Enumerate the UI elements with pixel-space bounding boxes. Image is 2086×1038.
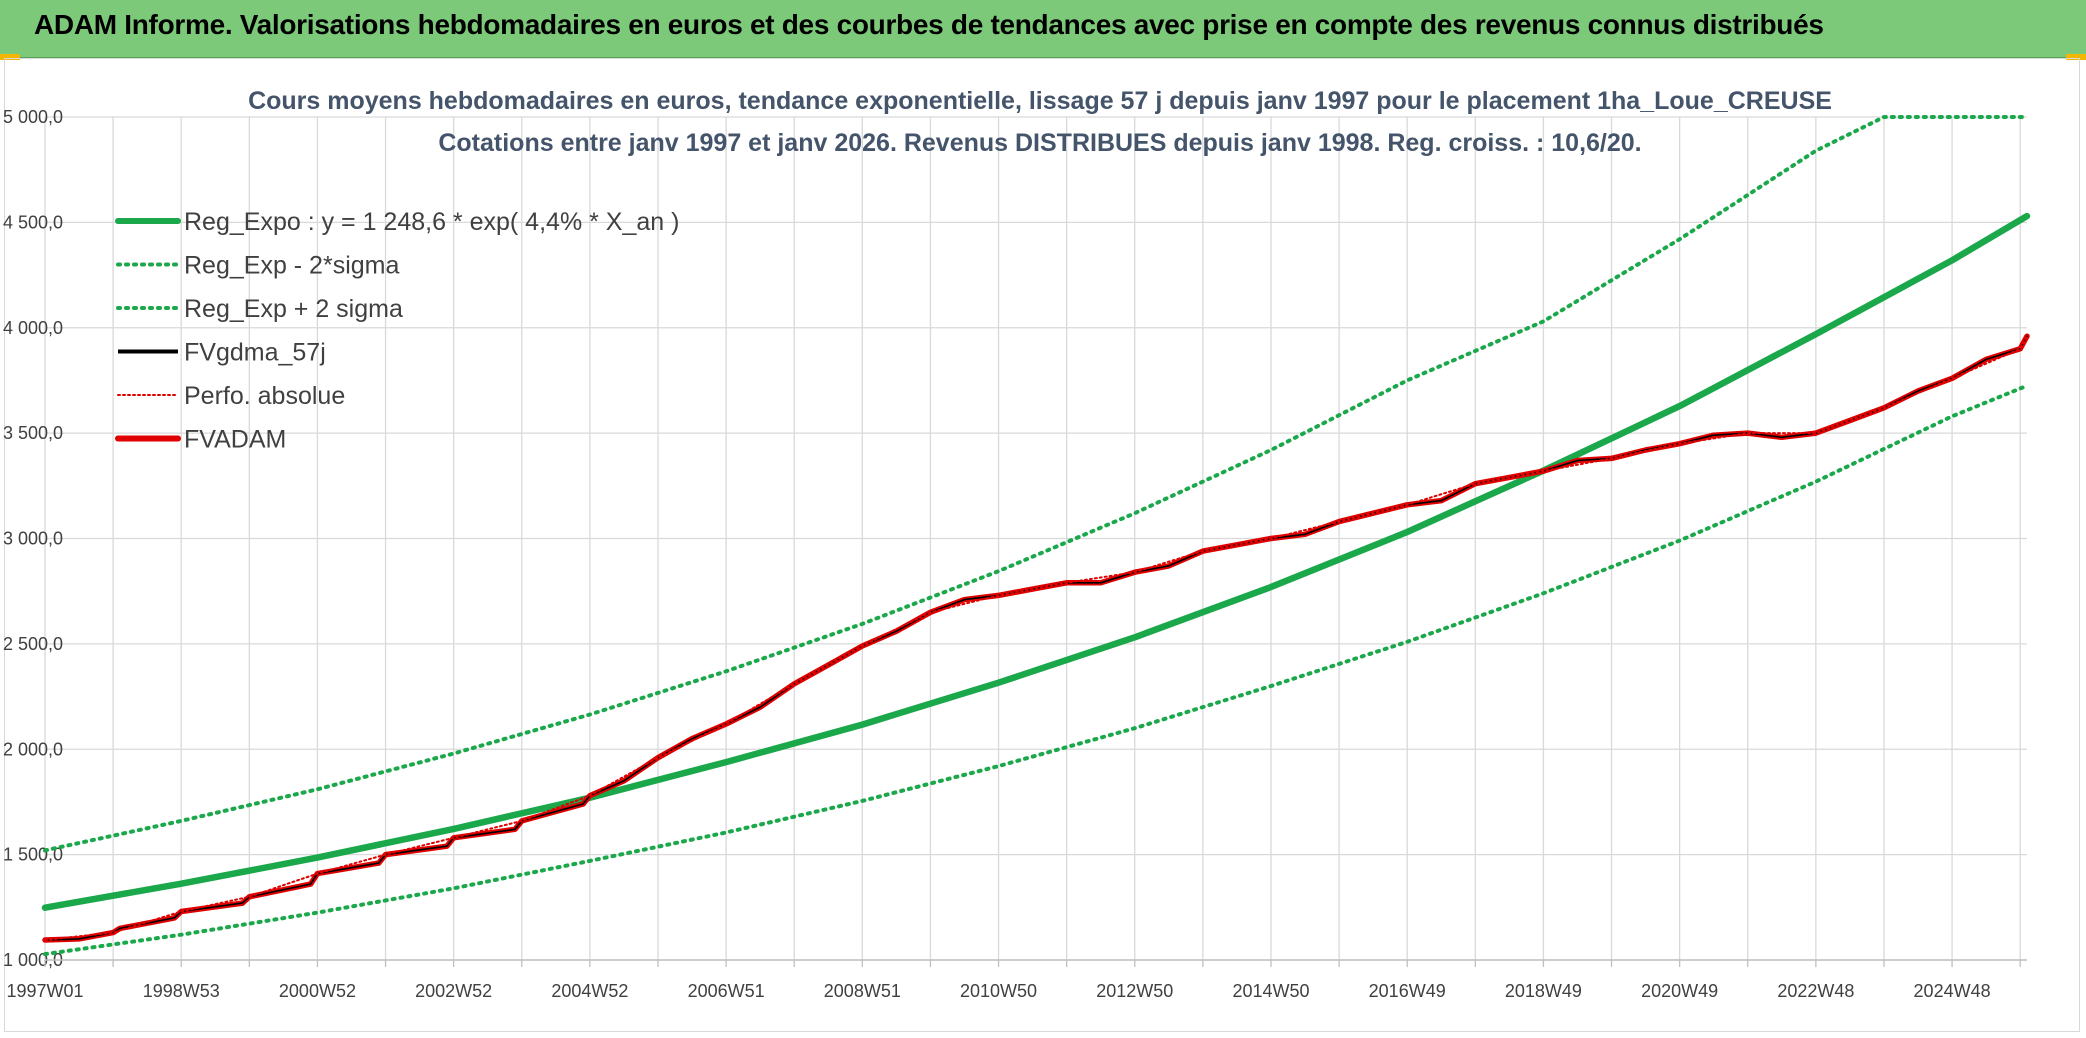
legend-label-reg_minus: Reg_Exp - 2*sigma xyxy=(184,252,399,280)
x-tick-label: 2016W49 xyxy=(1369,981,1446,1001)
x-tick-label: 2018W49 xyxy=(1505,981,1582,1001)
chart-title-line-1: Cours moyens hebdomadaires en euros, ten… xyxy=(248,87,1832,115)
series-line-reg-expo xyxy=(41,212,2031,911)
legend-label-perfo: Perfo. absolue xyxy=(184,382,345,410)
y-tick-label: 5 000,0 xyxy=(3,107,63,127)
y-tick-label: 3 000,0 xyxy=(3,529,63,549)
chart-frame xyxy=(4,58,2080,1032)
x-tick-label: 2000W52 xyxy=(279,981,356,1001)
y-tick-label: 2 000,0 xyxy=(3,739,63,759)
legend-label-reg_expo: Reg_Expo : y = 1 248,6 * exp( 4,4% * X_a… xyxy=(184,208,679,236)
y-tick-label: 4 000,0 xyxy=(3,318,63,338)
series-line-reg-exp-2-sigma xyxy=(43,383,2029,957)
legend-label-fvgdma: FVgdma_57j xyxy=(184,339,326,367)
report-title: ADAM Informe. Valorisations hebdomadaire… xyxy=(34,9,1824,40)
x-tick-label: 2002W52 xyxy=(415,981,492,1001)
corner-marker-left xyxy=(0,54,20,60)
legend-label-fvadam: FVADAM xyxy=(184,426,286,454)
y-tick-label: 4 500,0 xyxy=(3,212,63,232)
header-banner: ADAM Informe. Valorisations hebdomadaire… xyxy=(0,0,2086,58)
x-tick-label: 2008W51 xyxy=(824,981,901,1001)
x-tick-label: 2010W50 xyxy=(960,981,1037,1001)
x-tick-label: 2014W50 xyxy=(1232,981,1309,1001)
x-tick-label: 2012W50 xyxy=(1096,981,1173,1001)
x-tick-label: 1998W53 xyxy=(143,981,220,1001)
y-tick-label: 3 500,0 xyxy=(3,423,63,443)
series xyxy=(41,115,2031,957)
grid xyxy=(44,116,2027,961)
corner-marker-right xyxy=(2066,54,2086,60)
series-line-perfo-absolue xyxy=(44,335,2028,941)
x-tick-label: 2004W52 xyxy=(551,981,628,1001)
legend: Reg_Expo : y = 1 248,6 * exp( 4,4% * X_a… xyxy=(115,208,679,454)
axes: 1 000,01 500,02 000,02 500,03 000,03 500… xyxy=(3,107,2027,1001)
y-tick-label: 2 500,0 xyxy=(3,634,63,654)
x-tick-label: 2006W51 xyxy=(688,981,765,1001)
chart-title-line-2: Cotations entre janv 1997 et janv 2026. … xyxy=(438,129,1641,157)
x-tick-label: 2022W48 xyxy=(1777,981,1854,1001)
x-tick-label: 2020W49 xyxy=(1641,981,1718,1001)
legend-label-reg_plus: Reg_Exp + 2 sigma xyxy=(184,295,403,323)
x-tick-label: 1997W01 xyxy=(6,981,83,1001)
series-line-reg-exp-2-sigma xyxy=(43,115,2029,853)
x-tick-label: 2024W48 xyxy=(1914,981,1991,1001)
